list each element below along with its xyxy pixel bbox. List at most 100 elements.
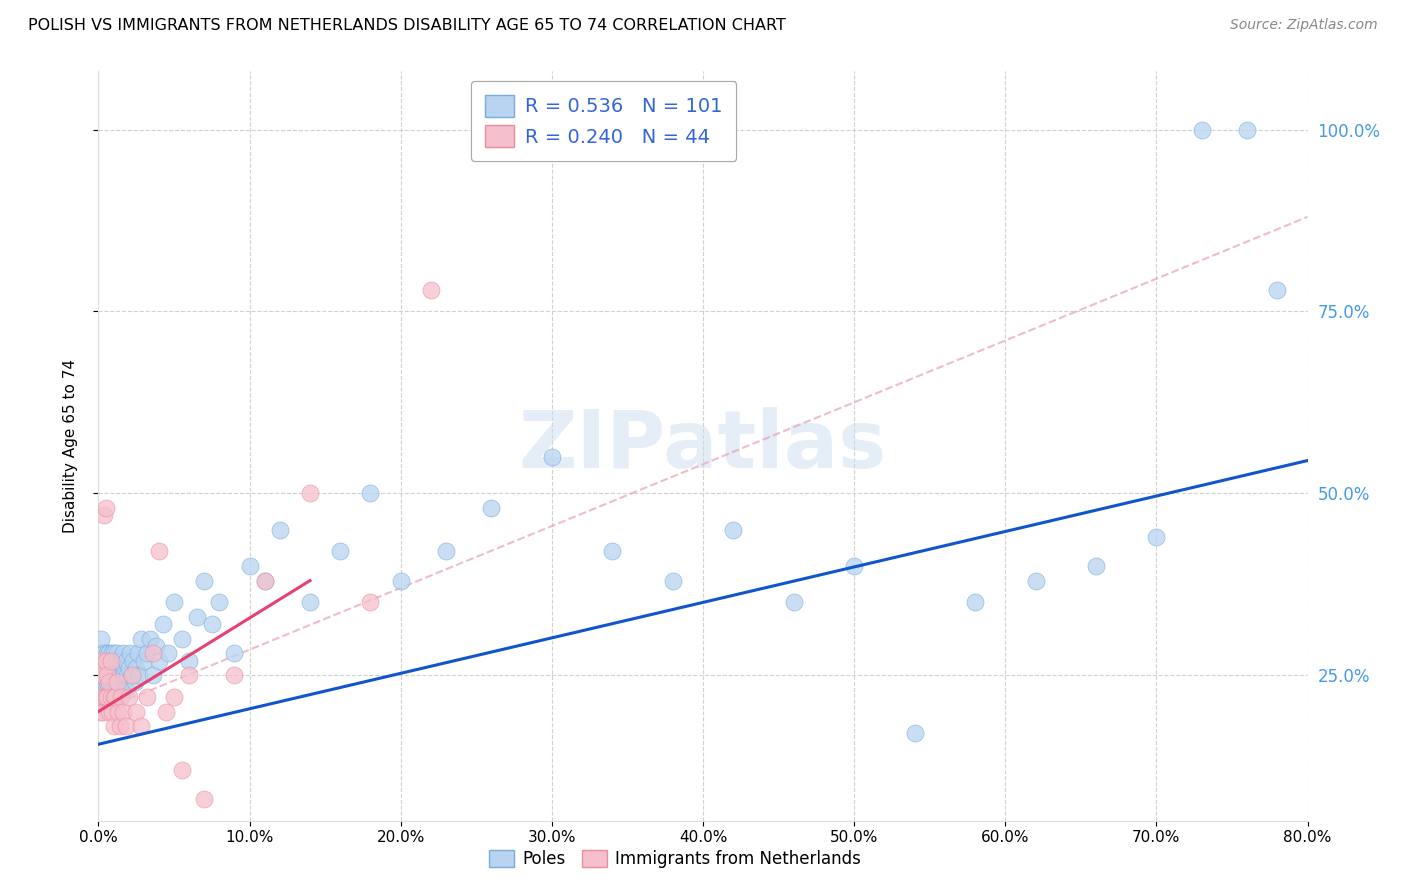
Point <box>186 610 208 624</box>
Point <box>125 661 148 675</box>
Text: ZIPatlas: ZIPatlas <box>519 407 887 485</box>
Point <box>179 654 201 668</box>
Point <box>224 646 246 660</box>
Point <box>101 661 124 675</box>
Point <box>135 690 157 704</box>
Point <box>90 661 112 675</box>
Point <box>139 632 162 646</box>
Point <box>239 559 262 574</box>
Point <box>91 705 114 719</box>
Text: POLISH VS IMMIGRANTS FROM NETHERLANDS DISABILITY AGE 65 TO 74 CORRELATION CHART: POLISH VS IMMIGRANTS FROM NETHERLANDS DI… <box>28 18 786 33</box>
Point <box>145 639 167 653</box>
Point <box>105 646 128 660</box>
Point <box>93 646 115 660</box>
Point <box>155 705 177 719</box>
Point <box>253 574 276 588</box>
Point <box>93 690 115 704</box>
Point <box>329 544 352 558</box>
Point <box>98 675 121 690</box>
Point <box>152 617 174 632</box>
Point <box>103 690 125 704</box>
Point <box>142 646 165 660</box>
Point <box>844 559 866 574</box>
Point <box>90 654 112 668</box>
Point <box>111 646 134 660</box>
Point <box>105 661 128 675</box>
Point <box>360 486 382 500</box>
Point <box>434 544 457 558</box>
Point <box>103 719 125 733</box>
Point <box>723 523 745 537</box>
Point <box>110 654 132 668</box>
Point <box>121 668 143 682</box>
Point <box>170 763 193 777</box>
Point <box>91 668 114 682</box>
Point <box>110 682 132 697</box>
Point <box>110 690 132 704</box>
Point <box>103 661 125 675</box>
Point <box>179 668 201 682</box>
Point <box>101 646 124 660</box>
Point <box>94 654 117 668</box>
Point <box>132 654 155 668</box>
Point <box>163 595 186 609</box>
Point <box>125 705 148 719</box>
Point <box>96 690 118 704</box>
Point <box>90 632 112 646</box>
Point <box>89 705 111 719</box>
Y-axis label: Disability Age 65 to 74: Disability Age 65 to 74 <box>63 359 77 533</box>
Point <box>193 574 215 588</box>
Legend: Poles, Immigrants from Netherlands: Poles, Immigrants from Netherlands <box>482 843 868 875</box>
Point <box>129 719 152 733</box>
Point <box>1024 574 1046 588</box>
Point <box>112 668 135 682</box>
Point <box>89 646 111 660</box>
Point <box>156 646 179 660</box>
Point <box>104 668 127 682</box>
Point <box>253 574 276 588</box>
Point <box>661 574 683 588</box>
Point <box>96 646 118 660</box>
Point <box>94 654 117 668</box>
Point <box>103 646 125 660</box>
Point <box>965 595 987 609</box>
Point <box>93 661 115 675</box>
Point <box>112 661 135 675</box>
Point <box>299 486 322 500</box>
Point <box>100 654 122 668</box>
Point <box>91 690 114 704</box>
Point <box>163 690 186 704</box>
Point <box>104 654 127 668</box>
Point <box>98 690 121 704</box>
Point <box>602 544 624 558</box>
Point <box>193 792 215 806</box>
Point <box>104 690 127 704</box>
Point <box>100 690 122 704</box>
Point <box>389 574 412 588</box>
Point <box>118 690 141 704</box>
Point <box>1312 122 1334 136</box>
Point <box>94 682 117 697</box>
Point <box>208 595 231 609</box>
Point <box>94 500 117 515</box>
Point <box>121 668 143 682</box>
Point <box>96 668 118 682</box>
Point <box>129 632 152 646</box>
Point <box>269 523 291 537</box>
Point <box>1144 530 1167 544</box>
Point <box>100 675 122 690</box>
Point <box>1267 283 1289 297</box>
Text: Source: ZipAtlas.com: Source: ZipAtlas.com <box>1230 18 1378 32</box>
Point <box>91 668 114 682</box>
Point <box>103 668 125 682</box>
Point <box>98 646 121 660</box>
Point <box>108 661 131 675</box>
Point <box>103 675 125 690</box>
Point <box>540 450 562 464</box>
Point <box>101 705 124 719</box>
Point <box>114 682 136 697</box>
Point <box>101 682 124 697</box>
Point <box>1191 122 1213 136</box>
Point <box>96 668 118 682</box>
Point <box>108 719 131 733</box>
